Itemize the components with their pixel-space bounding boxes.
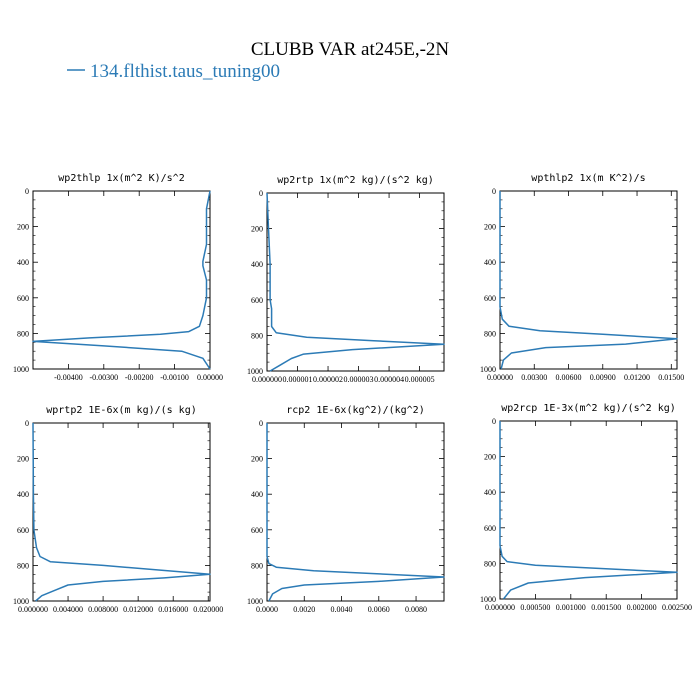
x-tick-label: -0.00100	[160, 373, 189, 382]
x-tick-label: 0.00600	[556, 373, 582, 382]
x-tick-label: 0.00000	[197, 373, 223, 382]
plot-frame	[266, 192, 445, 372]
panel-title: wpthlp2 1x(m K^2)/s	[531, 173, 645, 184]
x-tick-label: 0.000000	[252, 375, 282, 384]
x-tick-label: -0.00300	[89, 373, 118, 382]
panel-title: wp2thlp 1x(m^2 K)/s^2	[58, 173, 184, 184]
panel-3: wpthlp2 1x(m K^2)/s020040060080010000.00…	[480, 173, 684, 382]
y-tick-label: 800	[484, 329, 496, 338]
y-tick-label: 800	[484, 559, 496, 568]
y-tick-label: 200	[251, 225, 263, 234]
x-tick-label: 0.000000	[485, 603, 515, 612]
x-tick-label: 0.000500	[520, 603, 550, 612]
plot-frame	[499, 190, 678, 370]
x-tick-label: 0.000002	[313, 375, 343, 384]
series-line	[499, 421, 678, 600]
series-line	[32, 422, 211, 602]
plot-frame	[32, 190, 211, 370]
x-tick-label: 0.002500	[662, 603, 692, 612]
x-tick-label: 0.000001	[283, 375, 313, 384]
panel-title: rcp2 1E-6x(kg^2)/(kg^2)	[286, 405, 424, 416]
x-tick-label: 0.0000	[256, 605, 278, 614]
x-tick-label: 0.00000	[487, 373, 513, 382]
x-tick-label: 0.001500	[591, 603, 621, 612]
panel-4: wprtp2 1E-6x(m kg)/(s kg) 0 200 400 600 800 10…	[13, 405, 223, 614]
y-tick-label: 400	[484, 258, 496, 267]
x-tick-label: 0.020000	[193, 605, 223, 614]
y-tick-label: 0	[259, 189, 263, 198]
y-tick-label: 600	[251, 526, 263, 535]
plot-frame	[499, 420, 678, 600]
x-tick-label: 0.001000	[556, 603, 586, 612]
panel-title: wp2rcp 1E-3x(m^2 kg)/(s^2 kg)	[501, 403, 676, 414]
y-tick-label: 800	[17, 329, 29, 338]
x-tick-label: 0.00300	[521, 373, 547, 382]
y-tick-label: 1000	[480, 365, 496, 374]
panel-2: wp2rtp 1x(m^2 kg)/(s^2 kg) 0 200 400 600 800 1…	[247, 175, 445, 384]
series-line	[32, 190, 211, 370]
y-tick-label: 1000	[247, 597, 263, 606]
plot-frame	[32, 422, 211, 602]
x-tick-label: 0.000003	[344, 375, 374, 384]
x-tick-label: 0.0080	[405, 605, 427, 614]
y-tick-label: 0	[259, 419, 263, 428]
y-tick-label: 200	[251, 455, 263, 464]
y-tick-label: 1000	[480, 595, 496, 604]
series-line	[266, 423, 445, 602]
y-tick-label: 0	[492, 187, 496, 196]
y-tick-label: 1000	[247, 367, 263, 376]
x-tick-label: 0.0040	[331, 605, 353, 614]
y-tick-label: 200	[17, 223, 29, 232]
x-tick-label: 0.0060	[368, 605, 390, 614]
x-tick-label: 0.000000	[18, 605, 48, 614]
x-tick-label: 0.004000	[53, 605, 83, 614]
x-tick-label: 0.016000	[158, 605, 188, 614]
legend: 134.flthist.taus_tuning00	[67, 61, 280, 82]
series-line	[499, 191, 678, 370]
panel-6: wp2rcp 1E-3x(m^2 kg)/(s^2 kg) 0 200 400 600 8…	[480, 403, 692, 612]
y-tick-label: 400	[17, 258, 29, 267]
y-tick-label: 400	[484, 488, 496, 497]
y-tick-label: 600	[484, 524, 496, 533]
y-tick-label: 0	[25, 419, 29, 428]
x-tick-label: 0.002000	[627, 603, 657, 612]
x-tick-label: 0.008000	[88, 605, 118, 614]
panel-1: wp2thlp 1x(m^2 K)/s^2 0 200 400 600 800 1000 -0…	[13, 173, 223, 382]
x-tick-label: -0.00400	[54, 373, 83, 382]
x-tick-label: 0.01200	[624, 373, 650, 382]
y-tick-label: 600	[251, 296, 263, 305]
series-line	[266, 192, 445, 372]
x-tick-label: -0.00200	[125, 373, 154, 382]
x-tick-label: 0.00900	[590, 373, 616, 382]
y-tick-label: 400	[17, 490, 29, 499]
y-tick-label: 400	[251, 490, 263, 499]
x-tick-label: 0.0020	[293, 605, 315, 614]
y-tick-label: 1000	[13, 365, 29, 374]
y-tick-label: 1000	[13, 597, 29, 606]
y-tick-label: 0	[492, 417, 496, 426]
plot-frame	[266, 422, 445, 602]
y-tick-label: 200	[484, 453, 496, 462]
y-tick-label: 200	[484, 223, 496, 232]
chart-title: CLUBB VAR at245E,-2N	[251, 39, 450, 60]
panel-title: wp2rtp 1x(m^2 kg)/(s^2 kg)	[277, 175, 434, 186]
x-tick-label: 0.000004	[374, 375, 404, 384]
y-tick-label: 800	[17, 561, 29, 570]
panels: wp2thlp 1x(m^2 K)/s^2 0 200 400 600 800 1000 -0…	[13, 173, 692, 614]
y-tick-label: 600	[484, 294, 496, 303]
x-tick-label: 0.012000	[123, 605, 153, 614]
y-tick-label: 600	[17, 294, 29, 303]
panel-title: wprtp2 1E-6x(m kg)/(s kg)	[46, 405, 197, 416]
y-tick-label: 400	[251, 260, 263, 269]
y-tick-label: 800	[251, 561, 263, 570]
y-tick-label: 0	[25, 187, 29, 196]
x-tick-label: 0.000005	[405, 375, 435, 384]
legend-label: 134.flthist.taus_tuning00	[90, 61, 280, 82]
panel-5: rcp2 1E-6x(kg^2)/(kg^2) 0 200 400 600 800 1000…	[247, 405, 445, 614]
y-tick-label: 600	[17, 526, 29, 535]
x-tick-label: 0.01500	[658, 373, 684, 382]
y-tick-label: 800	[251, 331, 263, 340]
y-tick-label: 200	[17, 455, 29, 464]
